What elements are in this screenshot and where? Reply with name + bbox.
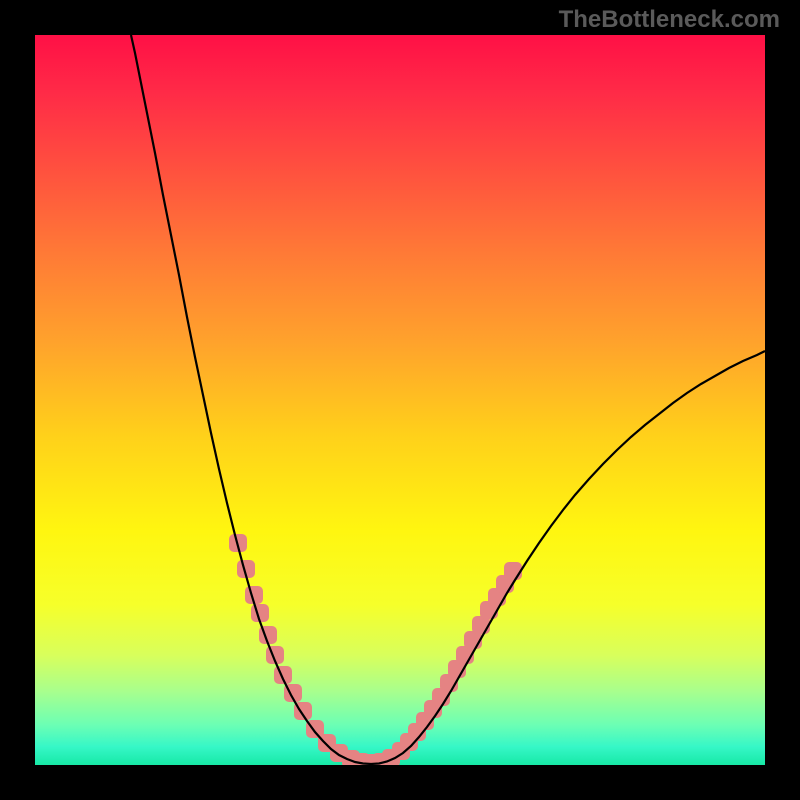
plot-area bbox=[35, 35, 765, 765]
chart-frame: TheBottleneck.com bbox=[0, 0, 800, 800]
gradient-background bbox=[35, 35, 765, 765]
watermark-text: TheBottleneck.com bbox=[559, 6, 780, 34]
